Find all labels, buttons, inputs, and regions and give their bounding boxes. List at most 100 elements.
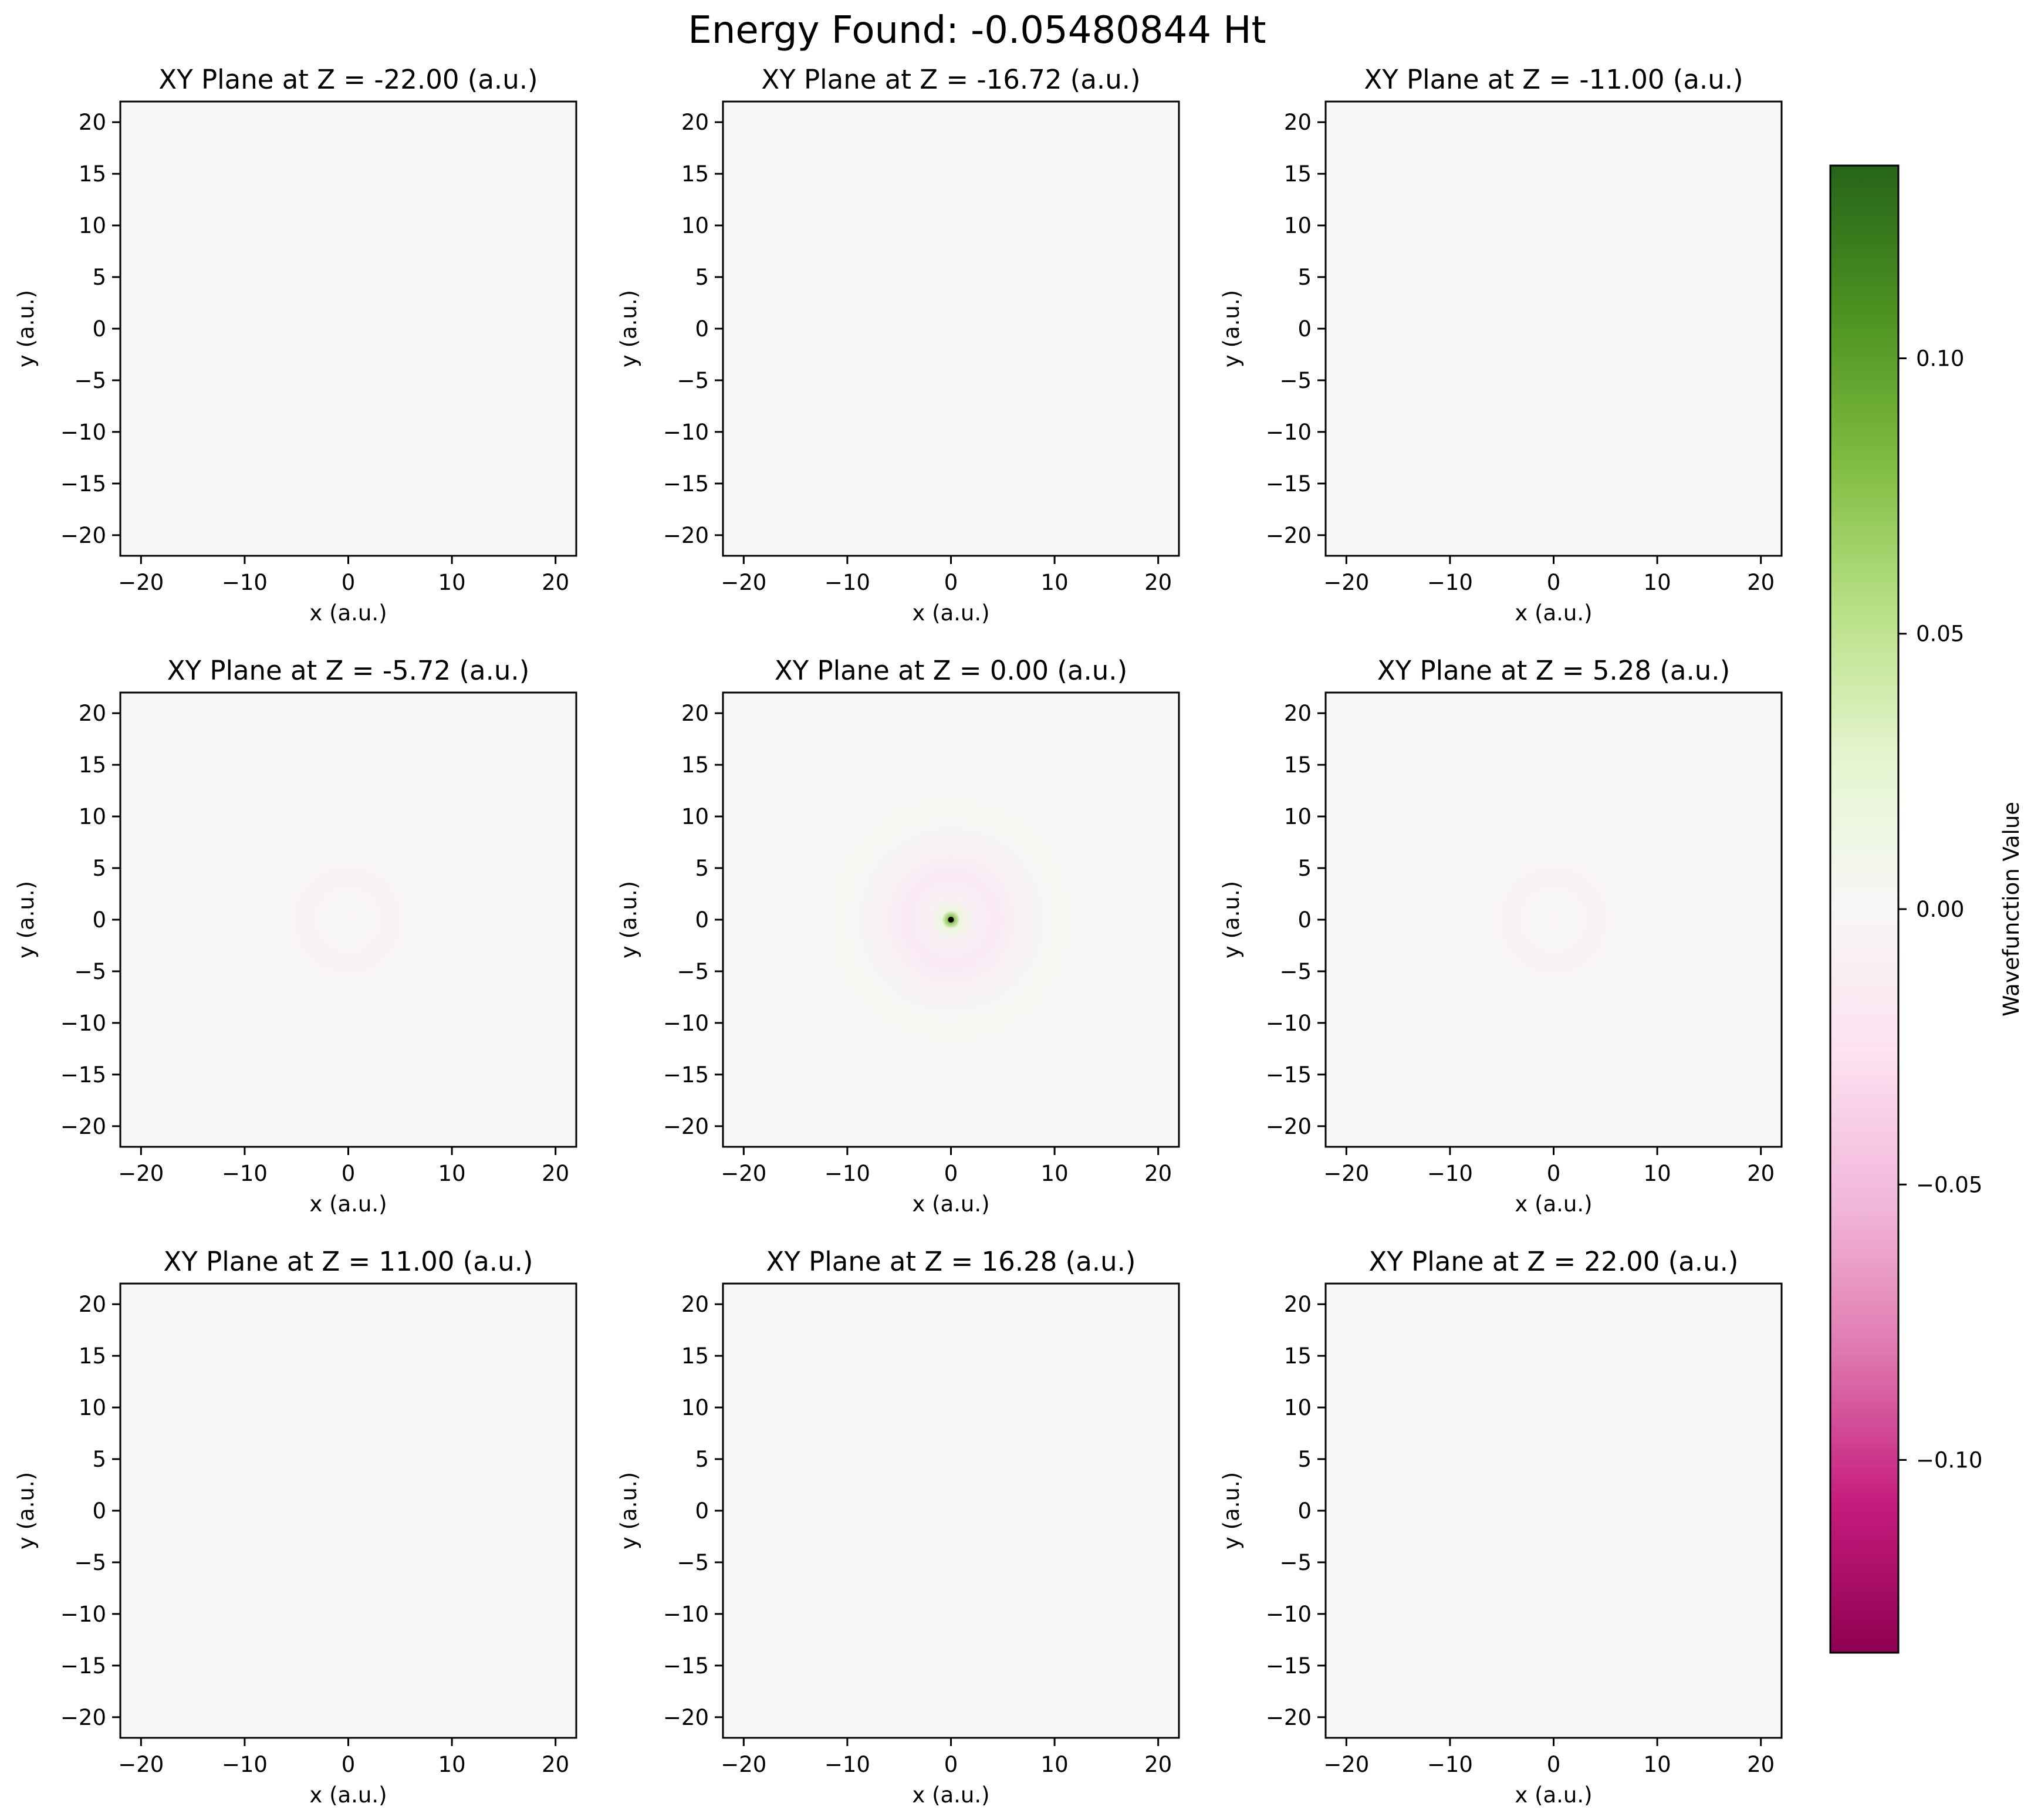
y-tick-label: −20 <box>60 1705 106 1730</box>
x-tick-label: 10 <box>1644 1752 1671 1777</box>
y-tick-label: −5 <box>677 1550 709 1575</box>
y-tick-label: −5 <box>74 368 106 393</box>
figure-suptitle: Energy Found: -0.05480844 Ht <box>688 9 1266 52</box>
y-tick-label: 0 <box>1297 1498 1312 1524</box>
y-tick-label: 10 <box>1284 1395 1312 1420</box>
y-tick-label: −10 <box>1266 420 1312 445</box>
subplot-2: −20 −10 0 10 20 −20 −15 −10 −5 0 5 10 15 20 XY Plane a… <box>616 64 1180 626</box>
y-tick-label: −20 <box>1266 1705 1312 1730</box>
subplot-title: XY Plane at Z = 11.00 (a.u.) <box>164 1246 533 1277</box>
y-tick-label: 0 <box>92 1498 106 1524</box>
x-tick-label: 0 <box>1547 570 1561 595</box>
y-tick-label: 0 <box>695 907 709 933</box>
y-tick-label: 20 <box>79 110 106 135</box>
subplot-title: XY Plane at Z = -5.72 (a.u.) <box>167 655 530 686</box>
x-tick-label: 0 <box>1547 1752 1561 1777</box>
y-tick-label: 15 <box>681 1343 709 1369</box>
y-tick-label: −15 <box>1266 1653 1312 1679</box>
x-tick-label: −20 <box>118 1752 164 1777</box>
y-axis-label: y (a.u.) <box>1219 881 1244 958</box>
subplot-4: −20 −10 0 10 20 −20 −15 −10 −5 0 5 10 15 20 XY Plane a… <box>13 655 577 1217</box>
x-tick-label: 20 <box>1144 1752 1172 1777</box>
x-tick-label: 10 <box>1041 1752 1069 1777</box>
y-tick-label: 15 <box>79 752 106 778</box>
y-tick-label: 5 <box>92 265 106 290</box>
x-tick-label: 20 <box>542 1752 569 1777</box>
x-tick-label: 20 <box>1144 570 1172 595</box>
heatmap-field <box>1326 1284 1782 1738</box>
y-tick-label: −20 <box>663 523 709 548</box>
y-tick-label: 5 <box>695 1447 709 1472</box>
y-tick-label: −5 <box>677 959 709 984</box>
x-tick-label: 10 <box>1041 570 1069 595</box>
y-tick-label: 10 <box>1284 213 1312 238</box>
y-tick-label: 5 <box>1297 1447 1312 1472</box>
y-tick-label: −5 <box>1279 368 1312 393</box>
x-tick-label: −20 <box>1323 570 1369 595</box>
x-tick-label: 0 <box>342 570 356 595</box>
x-tick-label: −10 <box>222 570 268 595</box>
x-tick-label: 0 <box>342 1752 356 1777</box>
subplot-9: −20 −10 0 10 20 −20 −15 −10 −5 0 5 10 15 20 XY Plane a… <box>1219 1246 1783 1808</box>
x-tick-label: −20 <box>118 1161 164 1186</box>
y-tick-label: 10 <box>681 804 709 829</box>
colorbar-label: Wavefunction Value <box>1999 802 2024 1017</box>
y-tick-label: −15 <box>60 471 106 497</box>
y-tick-label: −10 <box>60 1011 106 1036</box>
nucleus-marker <box>948 917 954 923</box>
y-tick-label: 0 <box>92 907 106 933</box>
y-tick-label: 0 <box>1297 907 1312 933</box>
subplot-title: XY Plane at Z = -22.00 (a.u.) <box>158 64 538 95</box>
y-tick-label: 10 <box>79 804 106 829</box>
y-tick-label: 5 <box>1297 265 1312 290</box>
y-tick-label: −10 <box>60 420 106 445</box>
colorbar-tick-label: 0.00 <box>1916 897 1964 922</box>
x-tick-label: −10 <box>1427 570 1473 595</box>
y-tick-label: −15 <box>60 1653 106 1679</box>
y-axis-label: y (a.u.) <box>616 881 641 958</box>
colorbar-tick-label: 0.05 <box>1916 622 1964 647</box>
heatmap-field <box>120 693 576 1147</box>
y-axis-label: y (a.u.) <box>13 881 39 958</box>
subplot-title: XY Plane at Z = -11.00 (a.u.) <box>1364 64 1743 95</box>
subplot-title: XY Plane at Z = 5.28 (a.u.) <box>1377 655 1730 686</box>
y-tick-label: 10 <box>681 213 709 238</box>
y-tick-label: −15 <box>663 471 709 497</box>
y-tick-label: 10 <box>79 1395 106 1420</box>
y-axis-label: y (a.u.) <box>13 290 39 367</box>
y-tick-label: 0 <box>695 316 709 342</box>
y-tick-label: −5 <box>74 1550 106 1575</box>
subplot-5: −20 −10 0 10 20 −20 −15 −10 −5 0 5 10 15 20 XY Plane a… <box>616 655 1180 1217</box>
x-tick-label: −20 <box>721 1161 766 1186</box>
x-tick-label: 20 <box>1144 1161 1172 1186</box>
subplot-3: −20 −10 0 10 20 −20 −15 −10 −5 0 5 10 15 20 XY Plane a… <box>1219 64 1783 626</box>
y-tick-label: −5 <box>1279 959 1312 984</box>
x-tick-label: 10 <box>1644 570 1671 595</box>
y-tick-label: −15 <box>60 1062 106 1088</box>
x-tick-label: −20 <box>1323 1752 1369 1777</box>
colorbar-tick-label: −0.10 <box>1916 1448 1982 1473</box>
y-tick-label: −10 <box>663 420 709 445</box>
x-tick-label: 0 <box>1547 1161 1561 1186</box>
x-tick-label: −10 <box>824 570 870 595</box>
y-tick-label: 15 <box>681 752 709 778</box>
y-axis-label: y (a.u.) <box>616 290 641 367</box>
x-tick-label: −20 <box>721 1752 766 1777</box>
x-axis-label: x (a.u.) <box>912 1782 989 1808</box>
colorbar-tick-label: −0.05 <box>1916 1172 1982 1197</box>
y-axis-label: y (a.u.) <box>616 1472 641 1549</box>
x-axis-label: x (a.u.) <box>1515 1191 1592 1217</box>
y-tick-label: 20 <box>79 1292 106 1317</box>
x-tick-label: 0 <box>944 1752 958 1777</box>
x-tick-label: 0 <box>944 1161 958 1186</box>
y-tick-label: 15 <box>1284 1343 1312 1369</box>
x-axis-label: x (a.u.) <box>912 600 989 626</box>
y-tick-label: −5 <box>74 959 106 984</box>
y-tick-label: 0 <box>92 316 106 342</box>
x-tick-label: 10 <box>1041 1161 1069 1186</box>
x-tick-label: −20 <box>721 570 766 595</box>
x-axis-label: x (a.u.) <box>309 600 387 626</box>
x-tick-label: −10 <box>222 1752 268 1777</box>
heatmap-field <box>1326 693 1782 1147</box>
